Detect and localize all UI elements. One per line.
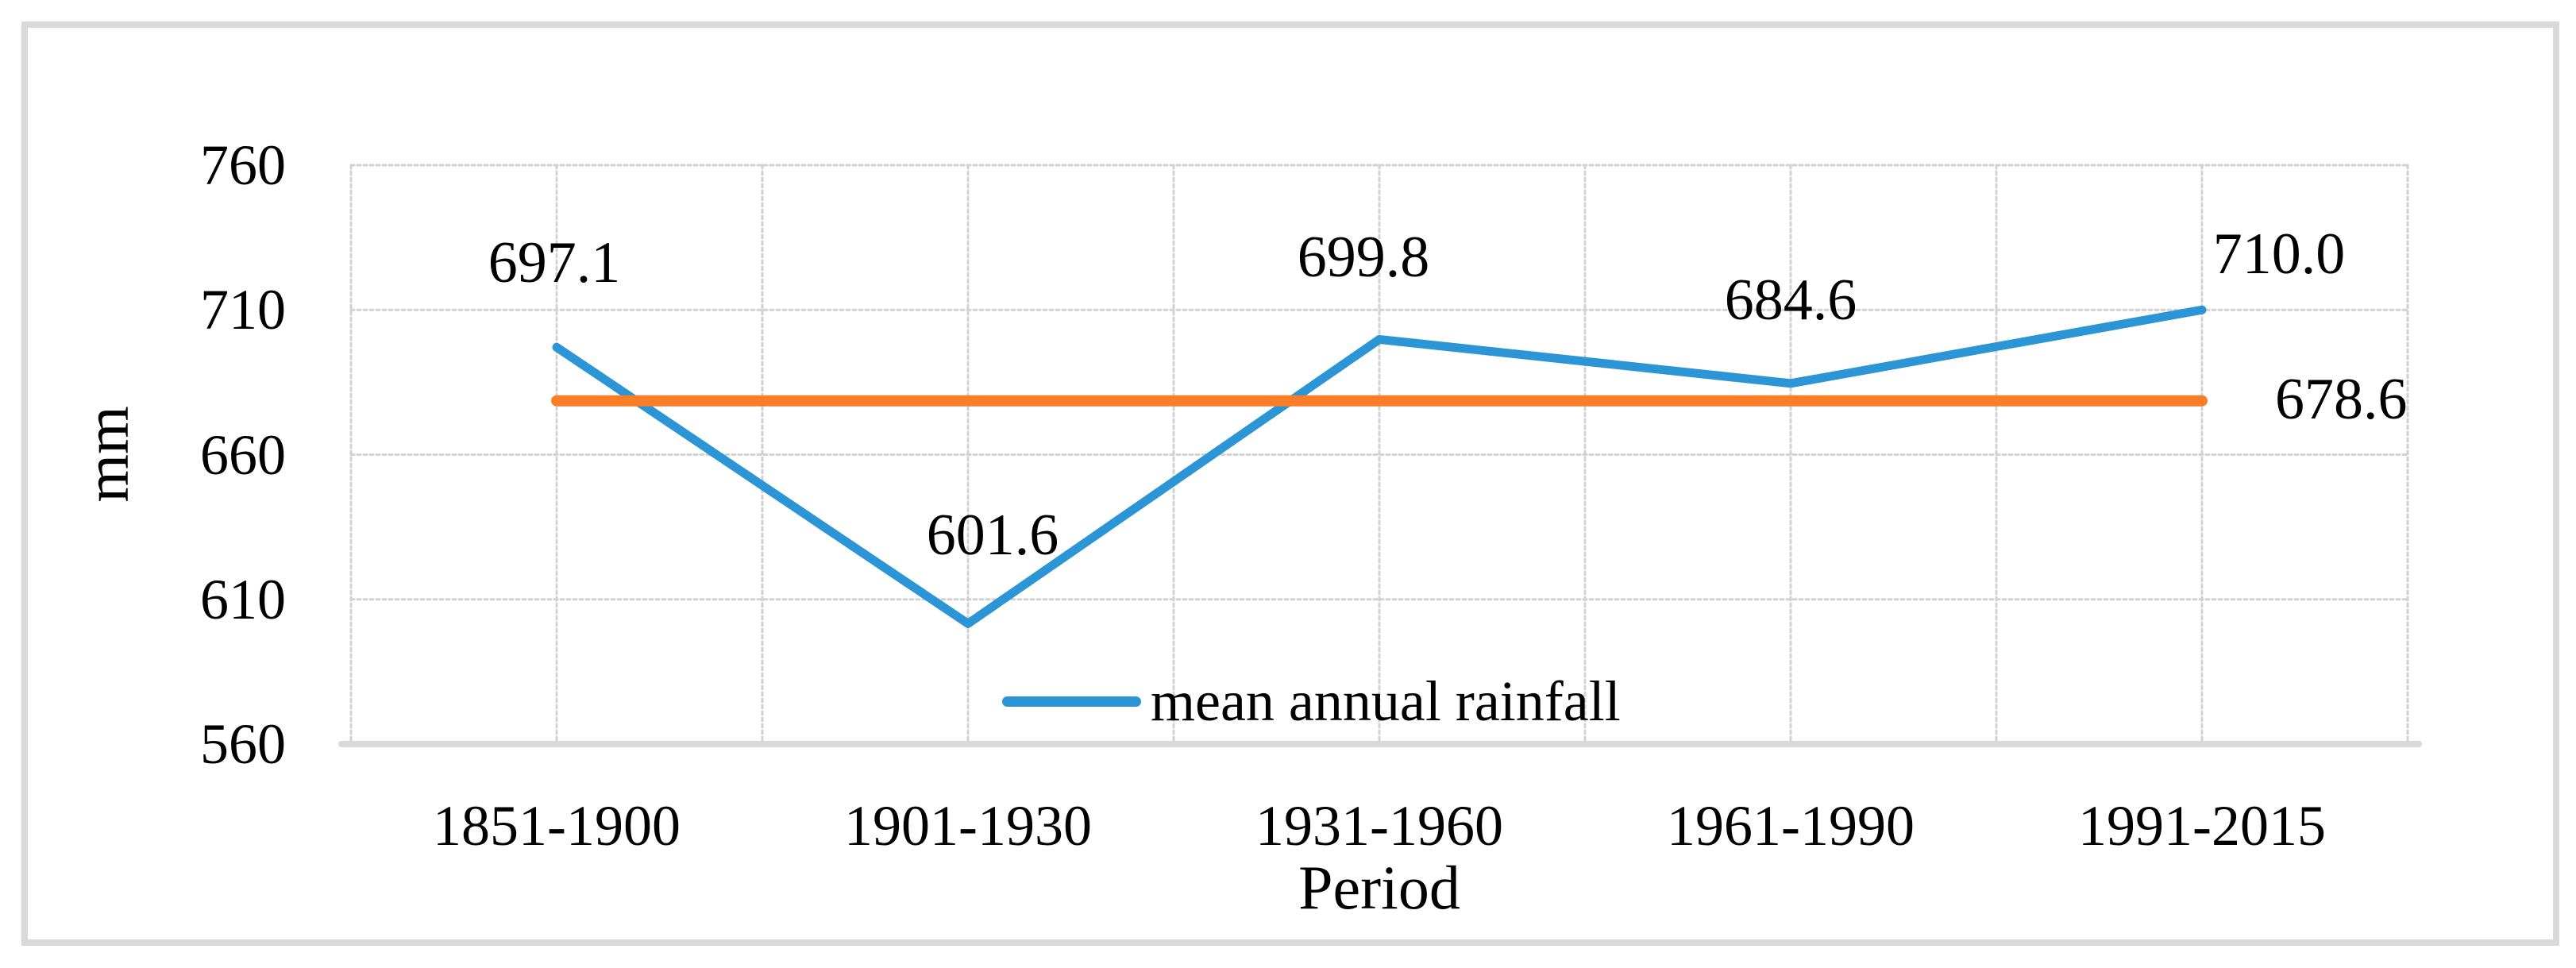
x-tick-label: 1931-1960 xyxy=(1255,794,1503,858)
y-tick-label: 610 xyxy=(200,567,286,631)
y-tick-label: 710 xyxy=(200,278,286,342)
data-point-label: 710.0 xyxy=(2212,222,2346,287)
y-tick-label: 760 xyxy=(200,133,286,197)
x-tick-label: 1961-1990 xyxy=(1667,794,1915,858)
figure-border xyxy=(21,21,2559,946)
x-axis-title: Period xyxy=(1298,853,1460,922)
x-tick-label: 1851-1900 xyxy=(433,794,681,858)
legend: mean annual rainfall xyxy=(1002,669,1621,733)
data-point-label: 684.6 xyxy=(1724,267,1857,333)
data-point-label: 697.1 xyxy=(488,230,621,296)
mean-line-value-label: 678.6 xyxy=(2275,366,2408,432)
legend-series-label: mean annual rainfall xyxy=(1151,669,1621,733)
legend-line-swatch xyxy=(1002,696,1141,707)
data-point-label: 699.8 xyxy=(1297,225,1430,291)
y-tick-label: 560 xyxy=(200,712,286,776)
x-tick-label: 1901-1930 xyxy=(844,794,1092,858)
y-tick-label: 660 xyxy=(200,422,286,487)
data-point-label: 601.6 xyxy=(926,503,1059,569)
x-tick-label: 1991-2015 xyxy=(2078,794,2326,858)
rainfall-series-line xyxy=(552,305,2207,628)
